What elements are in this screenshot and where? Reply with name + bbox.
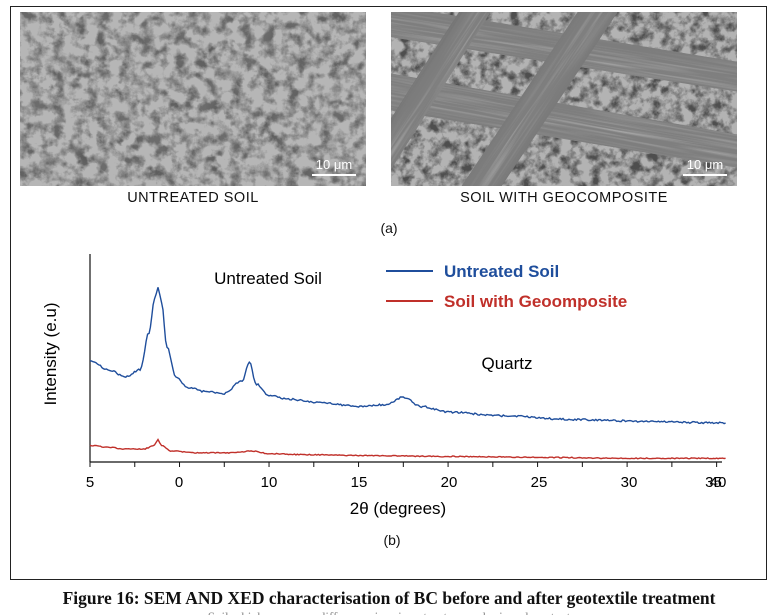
scale-bar-text: 10 μm <box>686 157 724 172</box>
sem-texture-geocomposite <box>391 12 737 186</box>
scale-bar-line <box>312 174 356 176</box>
panel-tag-b: (b) <box>383 532 401 548</box>
annotations-group: Untreated Soil Quartz <box>214 269 532 373</box>
y-axis-label: Intensity (e.u) <box>41 303 60 406</box>
x-tick-label: 0 <box>175 474 183 491</box>
x-tick-label: 35 <box>705 474 722 491</box>
x-tick-label: 10 <box>261 474 278 491</box>
legend-label-untreated: Untreated Soil <box>444 262 559 281</box>
x-tick-label: 5 <box>86 474 94 491</box>
x-axis-label: 2θ (degrees) <box>350 499 446 518</box>
sem-image-untreated-soil: 10 μm <box>20 12 366 186</box>
x-tick-label: 25 <box>531 474 548 491</box>
series-line-untreated-soil <box>89 287 726 425</box>
legend: Untreated Soil Soil with Geoomposite <box>386 262 627 311</box>
scale-bar-right: 10 μm <box>683 157 727 176</box>
figure-caption: Figure 16: SEM AND XED characterisation … <box>62 588 716 608</box>
x-tick-label: 30 <box>621 474 638 491</box>
legend-label-geocomposite: Soil with Geoomposite <box>444 292 627 311</box>
panel-tag-a: (a) <box>380 220 398 236</box>
scale-bar-text: 10 μm <box>315 157 353 172</box>
annotation-quartz: Quartz <box>481 354 532 373</box>
next-line-cut-text: Soil which appears a difference in micro… <box>0 608 778 615</box>
x-tick-label: 40 <box>710 474 727 491</box>
annotation-untreated-soil: Untreated Soil <box>214 269 322 288</box>
x-tick-label: 15 <box>351 474 368 491</box>
sem-label-geocomposite: SOIL WITH GEOCOMPOSITE <box>460 190 668 206</box>
scale-bar-line <box>683 174 727 176</box>
series-group <box>89 287 726 460</box>
sem-texture-untreated <box>20 12 366 186</box>
scale-bar-left: 10 μm <box>312 157 356 176</box>
sem-label-untreated: UNTREATED SOIL <box>127 190 259 206</box>
x-tick-label: 20 <box>441 474 458 491</box>
sem-image-soil-with-geocomposite: 10 μm <box>391 12 737 186</box>
series-line-soil-with-geocomposite <box>89 438 726 460</box>
